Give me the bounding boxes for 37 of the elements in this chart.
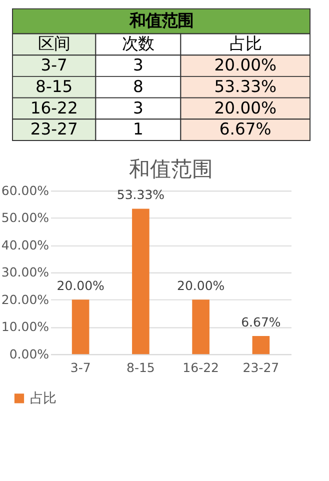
bar: [132, 208, 150, 354]
text: 区间: [38, 34, 70, 54]
category-label: 8-15: [36, 76, 73, 96]
data-label: 6.67%: [219, 120, 272, 139]
series-label: 次数: [122, 34, 154, 54]
data-label: 6.67%: [241, 314, 281, 330]
data-label: 1: [132, 120, 144, 139]
category-label: 3-7: [40, 56, 68, 75]
data-label: 3: [132, 56, 144, 75]
y-tick-label: 20.00%: [1, 292, 50, 307]
y-tick-label: 40.00%: [1, 237, 50, 252]
y-tick-label: 50.00%: [1, 210, 50, 226]
y-tick-label: 10.00%: [1, 319, 50, 334]
data-label: 20.00%: [176, 278, 225, 294]
x-tick-label: 8-15: [126, 360, 155, 375]
x-tick-label: 3-7: [70, 360, 91, 375]
x-tick-label: 16-22: [182, 360, 219, 375]
y-tick-label: 0.00%: [9, 346, 50, 362]
data-label: 20.00%: [214, 98, 277, 118]
data-label: 53.33%: [116, 187, 165, 202]
data-label: 3: [132, 98, 144, 118]
data-label: 53.33%: [214, 76, 277, 96]
bar: [252, 336, 270, 354]
y-tick-label: 30.00%: [1, 264, 50, 280]
series-label: 占比: [229, 34, 262, 54]
bar: [192, 300, 210, 354]
data-label: 8: [132, 76, 144, 96]
x-tick-label: 23-27: [242, 360, 280, 375]
y-tick-label: 60.00%: [1, 182, 50, 198]
chart-title: 和值范围: [128, 156, 213, 182]
bar: [72, 300, 90, 354]
data-label: 20.00%: [214, 56, 277, 75]
legend-label: 占比: [30, 391, 56, 406]
category-label: 16-22: [30, 98, 78, 118]
data-label: 20.00%: [56, 278, 105, 294]
text: 和值范围: [128, 11, 194, 30]
category-label: 23-27: [30, 120, 78, 139]
